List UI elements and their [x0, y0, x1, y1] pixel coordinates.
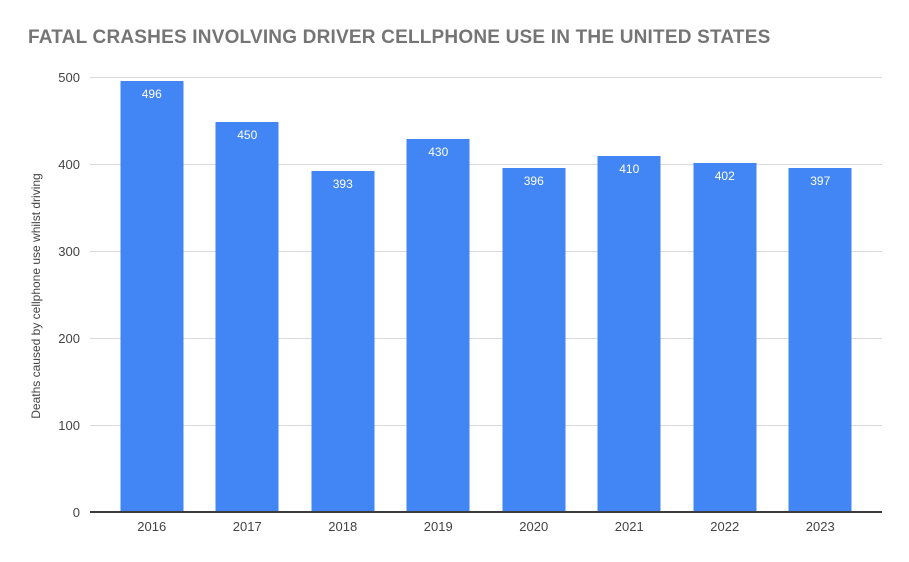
bar-band: 450 — [200, 78, 296, 513]
bar-2018: 393 — [311, 171, 375, 513]
y-tick-label: 0 — [72, 505, 80, 520]
bar-2019: 430 — [406, 138, 470, 513]
x-tick-label: 2023 — [805, 519, 835, 534]
bar-2023: 397 — [788, 167, 852, 513]
bar-band: 397 — [773, 78, 869, 513]
plot-area: 496 450 393 430 396 410 402 397 — [90, 77, 882, 513]
bar-2021: 410 — [597, 156, 661, 513]
bar-value-label: 450 — [237, 127, 258, 142]
bar-band: 496 — [104, 78, 200, 513]
bar-value-label: 430 — [428, 144, 449, 159]
bar-band: 393 — [295, 78, 391, 513]
y-tick-label: 500 — [58, 70, 80, 85]
gridline — [90, 425, 882, 426]
bar-value-label: 410 — [619, 162, 640, 177]
gridline — [90, 338, 882, 339]
y-tick-label: 300 — [58, 244, 80, 259]
bar-2020: 396 — [502, 168, 566, 513]
bar-value-label: 397 — [810, 173, 831, 188]
gridline — [90, 251, 882, 252]
x-tick-label: 2016 — [137, 519, 167, 534]
chart-title: FATAL CRASHES INVOLVING DRIVER CELLPHONE… — [28, 27, 771, 48]
x-tick-label: 2019 — [423, 519, 453, 534]
bar-band: 402 — [677, 78, 773, 513]
x-tick-label: 2022 — [710, 519, 740, 534]
bar-band: 396 — [486, 78, 582, 513]
bar-2022: 402 — [693, 163, 757, 513]
bar-value-label: 402 — [714, 169, 735, 184]
x-axis-line — [90, 511, 882, 513]
x-tick-label: 2020 — [519, 519, 549, 534]
x-axis-labels: 2016 2017 2018 2019 2020 2021 2022 2023 — [90, 518, 882, 536]
bar-value-label: 393 — [332, 177, 353, 192]
bar-band: 410 — [582, 78, 678, 513]
gridline — [90, 164, 882, 165]
bar-2017: 450 — [215, 121, 279, 513]
bars-layer: 496 450 393 430 396 410 402 397 — [90, 78, 882, 513]
bar-band: 430 — [391, 78, 487, 513]
x-tick-label: 2021 — [614, 519, 644, 534]
x-tick-label: 2017 — [232, 519, 262, 534]
y-tick-label: 400 — [58, 157, 80, 172]
gridline — [90, 77, 882, 78]
bar-2016: 496 — [120, 81, 184, 513]
y-tick-label: 200 — [58, 331, 80, 346]
x-tick-label: 2018 — [328, 519, 358, 534]
y-tick-label: 100 — [58, 418, 80, 433]
bar-value-label: 396 — [523, 174, 544, 189]
y-axis-labels: 0 100 200 300 400 500 — [0, 71, 80, 520]
bar-value-label: 496 — [141, 87, 162, 102]
